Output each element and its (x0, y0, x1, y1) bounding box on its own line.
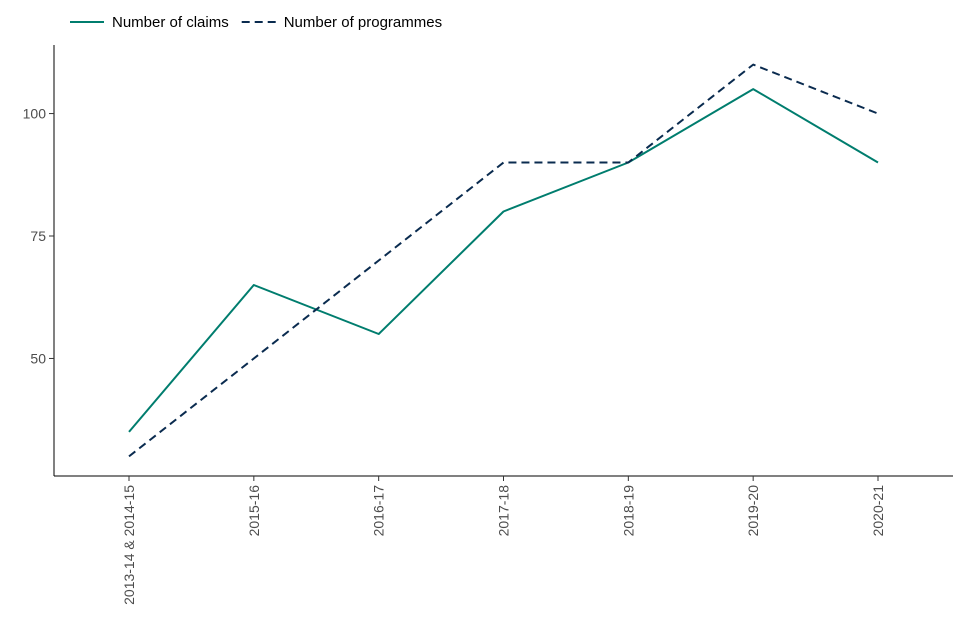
x-tick-label: 2013-14 & 2014-15 (121, 485, 137, 605)
legend-label-1: Number of claims (112, 14, 229, 31)
series-line-1 (128, 88, 879, 433)
x-tick-label: 2015-16 (246, 485, 262, 537)
x-tick-label: 2017-18 (496, 485, 512, 537)
legend-label-2: Number of programmes (284, 14, 442, 31)
x-tick-label: 2018-19 (620, 485, 636, 537)
y-tick-label: 50 (30, 350, 46, 366)
y-tick-label: 75 (30, 228, 46, 244)
series-layer (128, 63, 879, 458)
series-line-2 (128, 63, 879, 458)
legend: Number of claims Number of programmes (70, 14, 442, 31)
x-tick-label: 2020-21 (870, 485, 886, 537)
y-tick-label: 100 (23, 106, 47, 122)
x-tick-label: 2016-17 (371, 485, 387, 537)
axes: 50 75 100 2013-14 & 2014-15 2015-16 2016-17 20… (23, 45, 953, 605)
x-tick-label: 2019-20 (745, 485, 761, 537)
